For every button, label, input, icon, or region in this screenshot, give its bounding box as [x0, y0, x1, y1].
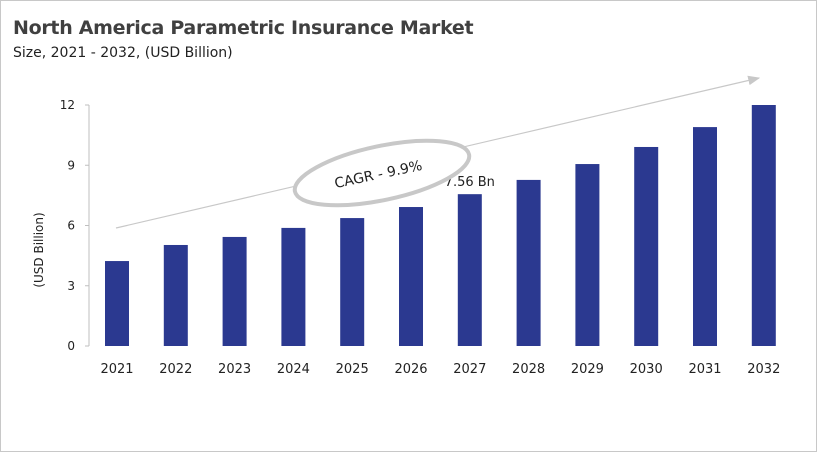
- x-tick-label: 2025: [336, 362, 369, 377]
- x-tick-label: 2026: [394, 362, 427, 377]
- bar-2028: [516, 179, 541, 346]
- x-tick-label: 2021: [100, 362, 133, 377]
- x-tick-label: 2022: [159, 362, 192, 377]
- bar-2029: [575, 164, 600, 346]
- y-tick-label: 0: [67, 339, 75, 353]
- x-tick-label: 2032: [747, 362, 780, 377]
- bar-2022: [163, 244, 188, 346]
- chart-subtitle: Size, 2021 - 2032, (USD Billion): [13, 45, 233, 61]
- bar-2024: [281, 227, 306, 346]
- x-tick-label: 2024: [277, 362, 310, 377]
- chart-title: North America Parametric Insurance Marke…: [13, 17, 474, 39]
- bar-2025: [340, 218, 365, 346]
- y-tick-label: 9: [67, 158, 75, 172]
- x-tick-label: 2031: [688, 362, 721, 377]
- y-tick-label: 12: [60, 98, 75, 112]
- y-axis-label: (USD Billion): [32, 212, 46, 287]
- x-tick-label: 2028: [512, 362, 545, 377]
- bar-2021: [105, 261, 129, 346]
- y-tick-label: 3: [67, 279, 75, 293]
- data-label: 7.56 Bn: [445, 175, 495, 190]
- y-tick-label: 6: [67, 219, 75, 233]
- x-tick-label: 2023: [218, 362, 251, 377]
- bar-2023: [222, 236, 247, 346]
- x-tick-label: 2027: [453, 362, 486, 377]
- bar-2032: [751, 105, 776, 346]
- x-tick-label: 2029: [571, 362, 604, 377]
- bar-2026: [399, 207, 423, 346]
- bar-2031: [693, 127, 717, 346]
- x-tick-label: 2030: [630, 362, 663, 377]
- bar-2030: [634, 146, 659, 346]
- cagr-ellipse: [292, 138, 472, 208]
- bar-2027: [457, 194, 482, 346]
